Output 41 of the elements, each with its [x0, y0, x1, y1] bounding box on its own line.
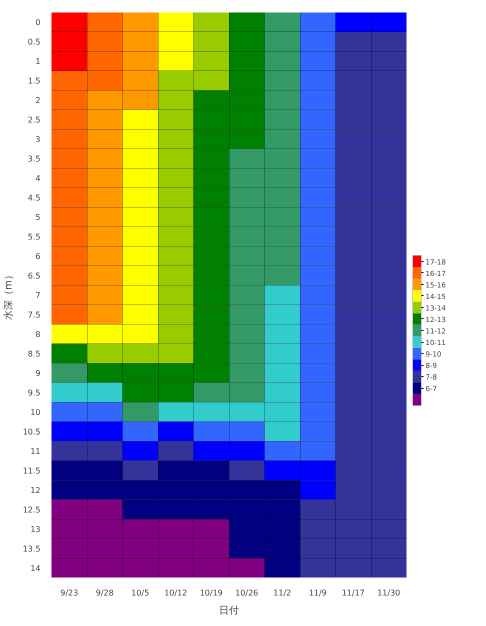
y-tick-label: 9.5 — [28, 388, 41, 398]
y-tick-label: 7 — [35, 291, 41, 300]
y-tick-label: 4.5 — [28, 194, 41, 203]
x-tick-label: 11/9 — [308, 588, 327, 598]
x-tick-label: 10/5 — [131, 588, 150, 598]
x-tick-label: 9/23 — [60, 588, 78, 598]
y-tick-label: 13.5 — [22, 544, 40, 554]
y-tick-label: 6.5 — [28, 272, 41, 281]
y-tick-label: 11.5 — [22, 466, 40, 476]
x-tick-label: 10/19 — [200, 588, 223, 598]
y-tick-label: 1.5 — [28, 76, 41, 86]
y-tick-label: 10 — [30, 408, 41, 417]
y-tick-label: 2.5 — [28, 116, 41, 125]
y-tick-label: 13 — [30, 524, 41, 534]
y-tick-label: 11 — [30, 446, 41, 456]
y-tick-label: 9 — [35, 368, 41, 378]
x-tick-label: 10/26 — [235, 588, 258, 598]
y-tick-label: 5 — [35, 213, 41, 222]
y-tick-label: 8 — [35, 330, 41, 339]
y-tick-label: 5.5 — [28, 232, 41, 242]
y-tick-label: 6 — [35, 252, 41, 262]
x-axis-title: 日付 — [219, 606, 239, 616]
x-tick-label: 11/2 — [273, 588, 292, 598]
y-tick-label: 12.5 — [22, 505, 40, 514]
y-tick-label: 0 — [35, 18, 41, 28]
y-tick-label: 14 — [30, 564, 41, 573]
y-tick-label: 10.5 — [22, 427, 40, 436]
y-tick-label: 8.5 — [28, 349, 41, 358]
x-tick-label: 11/17 — [342, 588, 365, 598]
x-tick-label: 10/12 — [164, 588, 188, 598]
y-tick-label: 3 — [35, 135, 41, 144]
y-tick-label: 1 — [35, 57, 41, 66]
y-tick-label: 4 — [35, 174, 41, 184]
y-tick-label: 2 — [35, 96, 41, 106]
y-tick-label: 0.5 — [28, 38, 41, 47]
y-axis-title: 水深（m） — [2, 270, 15, 320]
y-tick-label: 12 — [30, 486, 41, 495]
x-tick-label: 11/30 — [377, 588, 400, 598]
y-tick-label: 7.5 — [28, 310, 41, 320]
y-tick-label: 3.5 — [28, 154, 41, 164]
x-tick-label: 9/28 — [96, 588, 114, 598]
